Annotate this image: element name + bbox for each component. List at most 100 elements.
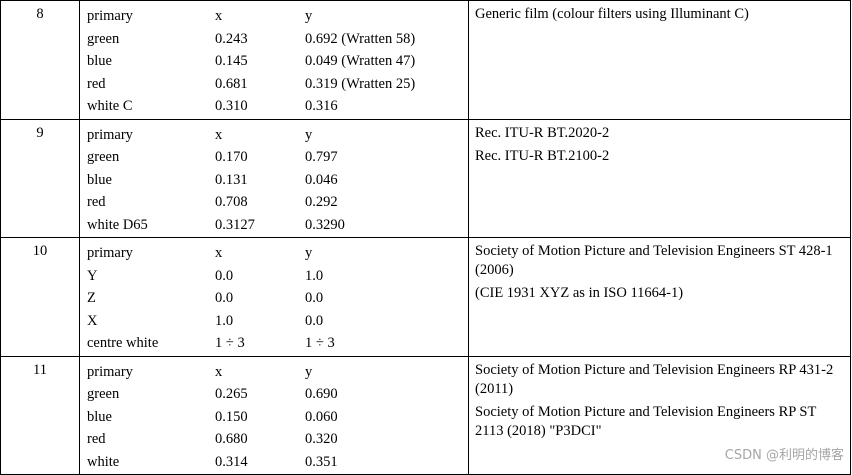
primary-name: red xyxy=(87,75,106,92)
primary-entry: red 0.708 0.292 xyxy=(80,192,468,215)
y-value: 1.0 xyxy=(305,267,324,284)
column-heading: x xyxy=(215,8,223,24)
x-value: 1 ÷ 3 xyxy=(215,335,245,351)
primary-entry: blue 0.150 0.060 xyxy=(80,407,468,430)
informative-remarks-cell: Rec. ITU-R BT.2020-2 Rec. ITU-R BT.2100-2 xyxy=(468,118,851,238)
x-value: 0.170 xyxy=(215,149,248,165)
column-heading: x xyxy=(215,245,223,261)
colour-primaries-cell: primary x y Y 0.0 1.0 Z 0.0 0.0 X 1.0 0.0 centre whi… xyxy=(79,237,469,357)
primaries-header-row: primary x y xyxy=(80,243,468,266)
table-row: 11 primary x y green 0.265 0.690 blue 0.150 0.060… xyxy=(0,355,851,475)
primary-name: white D65 xyxy=(87,216,148,233)
primary-name: green xyxy=(87,149,120,165)
colour-primaries-cell: primary x y green 0.170 0.797 blue 0.131 0.046 re… xyxy=(79,118,469,238)
y-value: 0.351 xyxy=(305,453,338,470)
primary-entry: X 1.0 0.0 xyxy=(80,311,468,334)
remark-text: Society of Motion Picture and Television… xyxy=(475,243,833,278)
y-value: 0.046 xyxy=(305,171,338,188)
primary-entry: blue 0.145 0.049 (Wratten 47) xyxy=(80,51,468,74)
column-heading: x xyxy=(215,126,223,143)
primary-entry: blue 0.131 0.046 xyxy=(80,170,468,193)
primary-name: blue xyxy=(87,408,112,425)
y-value: 0.0 xyxy=(305,312,324,329)
y-value: 0.049 (Wratten 47) xyxy=(305,53,416,69)
primaries-header-row: primary x y xyxy=(80,125,468,148)
primary-entry: centre white 1 ÷ 3 1 ÷ 3 xyxy=(80,333,468,356)
csdn-watermark: CSDN @利明的博客 xyxy=(724,448,844,463)
row-index: 8 xyxy=(0,0,80,120)
column-heading: primary xyxy=(87,126,133,143)
column-heading: primary xyxy=(87,8,133,24)
column-heading: primary xyxy=(87,363,133,380)
primary-entry: green 0.243 0.692 (Wratten 58) xyxy=(80,29,468,52)
table-row: 10 primary x y Y 0.0 1.0 Z 0.0 0.0 X 1.0 0.0 centre w… xyxy=(0,237,851,357)
column-heading: x xyxy=(215,363,223,380)
column-heading: y xyxy=(305,363,313,380)
remark-text: (CIE 1931 XYZ as in ISO 11664-1) xyxy=(475,285,684,301)
primary-entry: white D65 0.3127 0.3290 xyxy=(80,215,468,238)
row-index: 10 xyxy=(0,237,80,357)
y-value: 0.690 xyxy=(305,386,338,402)
column-heading: primary xyxy=(87,245,133,261)
primary-name: white xyxy=(87,453,120,470)
primary-entry: white C 0.310 0.316 xyxy=(80,96,468,119)
remark-text: Society of Motion Picture and Television… xyxy=(475,361,834,397)
x-value: 0.0 xyxy=(215,267,234,284)
primary-name: white C xyxy=(87,98,133,114)
table-row: 9 primary x y green 0.170 0.797 blue 0.131 0.046 r… xyxy=(0,118,851,238)
primary-name: red xyxy=(87,194,106,210)
x-value: 0.150 xyxy=(215,408,248,425)
x-value: 0.3127 xyxy=(215,216,255,233)
y-value: 0.0 xyxy=(305,290,324,306)
colour-primaries-cell: primary x y green 0.265 0.690 blue 0.150 0.060 re… xyxy=(79,355,469,475)
remark-text: Rec. ITU-R BT.2020-2 xyxy=(475,124,610,141)
primary-entry: Z 0.0 0.0 xyxy=(80,288,468,311)
primary-entry: white 0.314 0.351 xyxy=(80,452,468,475)
x-value: 0.265 xyxy=(215,386,248,402)
primary-name: red xyxy=(87,431,106,447)
row-index: 9 xyxy=(0,118,80,238)
column-heading: y xyxy=(305,245,313,261)
remark-text: Rec. ITU-R BT.2100-2 xyxy=(475,147,610,164)
x-value: 0.243 xyxy=(215,30,248,47)
informative-remarks-cell: Society of Motion Picture and Television… xyxy=(468,355,851,475)
primary-name: centre white xyxy=(87,335,159,351)
primary-entry: green 0.265 0.690 xyxy=(80,384,468,407)
primary-name: Y xyxy=(87,267,98,284)
remark-text: Society of Motion Picture and Television… xyxy=(475,403,817,439)
primary-entry: red 0.681 0.319 (Wratten 25) xyxy=(80,74,468,97)
y-value: 0.797 xyxy=(305,149,338,165)
primary-name: blue xyxy=(87,171,112,188)
x-value: 0.708 xyxy=(215,194,248,210)
informative-remarks-cell: Society of Motion Picture and Television… xyxy=(468,237,851,357)
x-value: 0.310 xyxy=(215,98,248,114)
x-value: 0.680 xyxy=(215,431,248,447)
column-heading: y xyxy=(305,126,313,143)
x-value: 0.314 xyxy=(215,453,248,470)
y-value: 0.316 xyxy=(305,98,338,114)
x-value: 0.131 xyxy=(215,171,248,188)
row-index: 11 xyxy=(0,355,80,475)
primary-name: Z xyxy=(87,290,96,306)
table-row: 8 primary x y green 0.243 0.692 (Wratten 58) bl… xyxy=(0,0,851,120)
primaries-header-row: primary x y xyxy=(80,6,468,29)
remark-text: Generic film (colour filters using Illum… xyxy=(475,6,749,22)
primary-name: green xyxy=(87,30,120,47)
colour-primaries-cell: primary x y green 0.243 0.692 (Wratten 58) blu… xyxy=(79,0,469,120)
informative-remarks-cell: Generic film (colour filters using Illum… xyxy=(468,0,851,120)
y-value: 0.3290 xyxy=(305,216,345,233)
y-value: 0.319 (Wratten 25) xyxy=(305,75,416,92)
x-value: 0.145 xyxy=(215,53,248,69)
column-heading: y xyxy=(305,8,313,24)
primary-name: X xyxy=(87,312,98,329)
primary-name: blue xyxy=(87,53,112,69)
primary-entry: Y 0.0 1.0 xyxy=(80,266,468,289)
y-value: 0.060 xyxy=(305,408,338,425)
primaries-header-row: primary x y xyxy=(80,362,468,385)
primary-name: green xyxy=(87,386,120,402)
y-value: 1 ÷ 3 xyxy=(305,335,335,351)
x-value: 0.0 xyxy=(215,290,234,306)
y-value: 0.320 xyxy=(305,431,338,447)
